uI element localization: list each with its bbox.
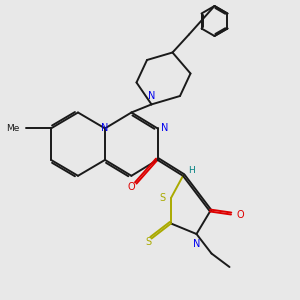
Text: N: N	[148, 92, 155, 101]
Text: O: O	[127, 182, 135, 192]
Text: N: N	[193, 239, 200, 249]
Text: S: S	[146, 237, 152, 247]
Text: O: O	[236, 209, 244, 220]
Text: S: S	[160, 193, 166, 203]
Text: H: H	[188, 166, 195, 175]
Text: N: N	[160, 123, 168, 134]
Text: Me: Me	[6, 124, 20, 133]
Text: N: N	[101, 123, 109, 134]
